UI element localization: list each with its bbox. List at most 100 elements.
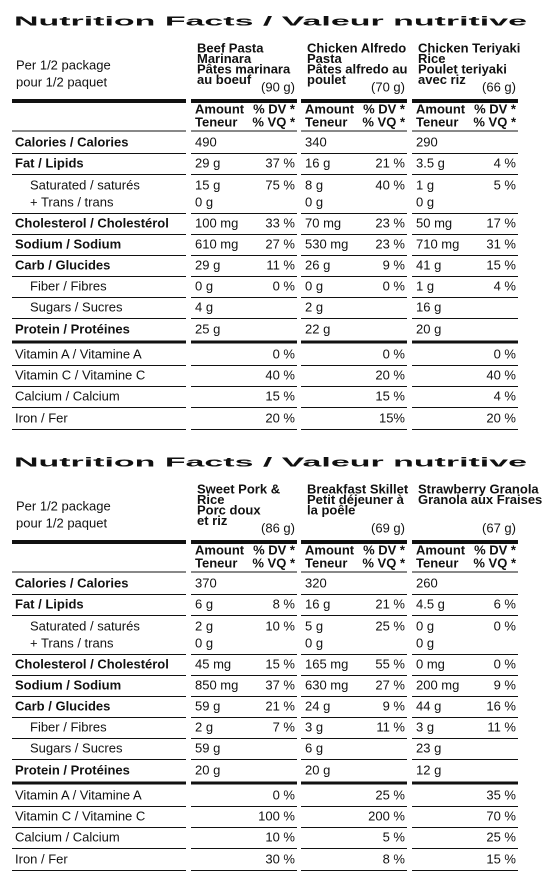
daily-value: 0 % — [383, 346, 406, 361]
column-header: Amount — [305, 542, 355, 557]
amount: 0 g — [416, 635, 434, 650]
rule — [301, 781, 407, 785]
daily-value: 75 % — [265, 177, 295, 192]
rule — [412, 213, 518, 214]
rule — [191, 654, 297, 655]
daily-value: 15 % — [375, 388, 405, 403]
rule — [12, 174, 186, 175]
rule — [12, 738, 186, 739]
column-header: Teneur — [416, 555, 458, 570]
amount: 630 mg — [305, 677, 348, 692]
product-name: Poulet teriyaki — [418, 61, 507, 76]
rule — [12, 571, 186, 573]
daily-value: 15 % — [265, 388, 295, 403]
product-weight: (86 g) — [261, 520, 295, 535]
amount: 165 mg — [305, 656, 348, 671]
rule — [191, 571, 297, 573]
amount: 290 — [416, 134, 438, 149]
column-header: Teneur — [195, 114, 237, 129]
rule — [412, 276, 518, 277]
amount: 2 g — [305, 299, 323, 314]
rule — [12, 130, 186, 132]
row-label: Iron / Fer — [15, 851, 68, 866]
rule — [412, 407, 518, 408]
rule — [12, 429, 186, 430]
rule — [12, 99, 186, 103]
rule — [191, 696, 297, 697]
amount: 0 g — [305, 278, 323, 293]
rule — [191, 153, 297, 154]
rule — [191, 675, 297, 676]
row-label: Carb / Glucides — [15, 257, 110, 272]
daily-value: 17 % — [486, 215, 516, 230]
rule — [301, 594, 407, 595]
rule — [301, 276, 407, 277]
rule — [191, 429, 297, 430]
rule — [191, 848, 297, 849]
rule — [12, 717, 186, 718]
amount: 3 g — [416, 719, 434, 734]
rule — [12, 365, 186, 366]
daily-value: 0 % — [383, 278, 406, 293]
row-label: Sodium / Sodium — [15, 236, 121, 251]
row-label: Vitamin C / Vitamine C — [15, 367, 145, 382]
rule — [12, 340, 186, 344]
column-header: Teneur — [416, 114, 458, 129]
rule — [301, 615, 407, 616]
rule — [12, 594, 186, 595]
column-header: Teneur — [195, 555, 237, 570]
rule — [412, 848, 518, 849]
rule — [12, 675, 186, 676]
amount: 20 g — [305, 762, 330, 777]
panel-title: Nutrition Facts / Valeur nutritive — [14, 454, 527, 469]
rule — [301, 827, 407, 828]
rule — [12, 255, 186, 256]
product-name: avec riz — [418, 72, 466, 87]
amount: 610 mg — [195, 236, 238, 251]
daily-value: 25 % — [375, 787, 405, 802]
daily-value: 21 % — [265, 698, 295, 713]
rule — [412, 340, 518, 344]
daily-value: 40 % — [265, 367, 295, 382]
rule — [412, 571, 518, 573]
column-header: Amount — [416, 542, 466, 557]
rule — [191, 594, 297, 595]
rule — [412, 759, 518, 760]
column-header: Amount — [195, 101, 245, 116]
rule — [12, 759, 186, 760]
rule — [191, 255, 297, 256]
panel-title: Nutrition Facts / Valeur nutritive — [14, 13, 527, 28]
daily-value: 15 % — [486, 257, 516, 272]
daily-value: 40 % — [486, 367, 516, 382]
rule — [12, 615, 186, 616]
daily-value: 15 % — [265, 656, 295, 671]
amount: 0 g — [416, 194, 434, 209]
product-name: au boeuf — [197, 72, 252, 87]
row-label: Vitamin C / Vitamine C — [15, 808, 145, 823]
row-label: Calories / Calories — [15, 134, 128, 149]
serving-size: Per 1/2 package — [16, 498, 111, 513]
daily-value: 20 % — [265, 410, 295, 425]
daily-value: 15 % — [486, 851, 516, 866]
amount: 29 g — [195, 155, 220, 170]
amount: 70 mg — [305, 215, 341, 230]
rule — [301, 848, 407, 849]
daily-value: 4 % — [494, 278, 517, 293]
rule — [12, 848, 186, 849]
daily-value: 25 % — [375, 618, 405, 633]
rule — [191, 130, 297, 132]
amount: 0 g — [195, 278, 213, 293]
product-name: la poêle — [307, 502, 355, 517]
product-name: Petit déjeuner à — [307, 492, 405, 507]
column-header: % VQ * — [252, 114, 296, 129]
daily-value: 35 % — [486, 787, 516, 802]
product-name: Pasta — [307, 51, 342, 66]
rule — [412, 234, 518, 235]
daily-value: 7 % — [273, 719, 296, 734]
amount: 22 g — [305, 321, 330, 336]
column-header: % DV * — [363, 101, 406, 116]
amount: 26 g — [305, 257, 330, 272]
rule — [191, 806, 297, 807]
rule — [412, 675, 518, 676]
